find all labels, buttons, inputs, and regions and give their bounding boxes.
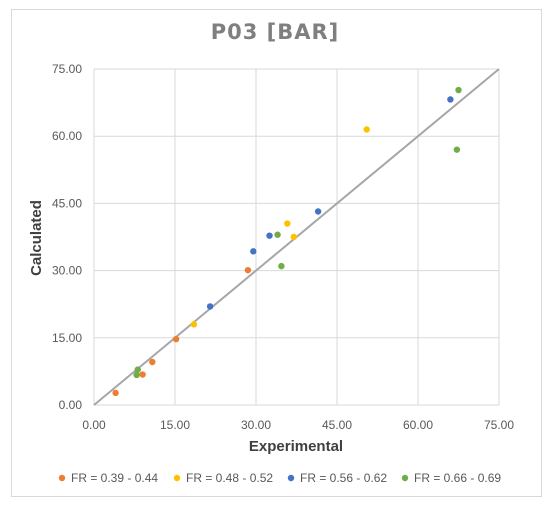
data-point-series-4 [278, 262, 285, 270]
data-point-series-3 [250, 248, 257, 255]
x-tick-label: 15.00 [160, 418, 190, 432]
x-tick-label: 60.00 [403, 418, 433, 432]
data-point-series-2 [190, 321, 198, 328]
legend-marker [173, 474, 181, 482]
x-axis-label: Experimental [249, 438, 343, 455]
y-tick-label: 45.00 [52, 196, 82, 210]
legend-label: FR = 0.39 - 0.44 [71, 471, 158, 485]
data-point-series-4 [134, 366, 141, 373]
y-tick-label: 30.00 [52, 264, 82, 278]
legend-label: FR = 0.56 - 0.62 [300, 471, 387, 485]
y-tick-label: 15.00 [52, 331, 82, 345]
data-point-series-3 [447, 96, 454, 103]
x-tick-label: 45.00 [322, 418, 352, 432]
data-point-series-3 [206, 303, 214, 310]
chart-title: P03 [BAR] [211, 20, 340, 44]
data-point-series-1 [112, 389, 119, 397]
legend-label: FR = 0.66 - 0.69 [414, 471, 501, 485]
data-points [112, 86, 462, 397]
legend: FR = 0.39 - 0.44 FR = 0.48 - 0.52 FR = 0.5… [58, 471, 501, 485]
x-tick-labels: 0.00 15.00 30.00 45.00 60.00 75.00 [82, 418, 514, 432]
data-point-series-4 [455, 86, 462, 94]
data-point-series-1 [149, 358, 156, 366]
data-point-series-1 [172, 335, 180, 343]
data-point-series-1 [244, 266, 252, 274]
y-axis-label: Calculated [28, 200, 45, 276]
data-point-series-2 [284, 220, 291, 227]
x-tick-label: 30.00 [241, 418, 271, 432]
x-tick-label: 75.00 [484, 418, 514, 432]
y-tick-label: 75.00 [52, 62, 82, 76]
legend-label: FR = 0.48 - 0.52 [186, 471, 273, 485]
data-point-series-1 [139, 371, 146, 378]
grid-lines [93, 68, 500, 406]
y-tick-labels: 0.00 15.00 30.00 45.00 60.00 75.00 [52, 62, 82, 412]
data-point-series-4 [453, 146, 461, 153]
y-tick-label: 60.00 [52, 129, 82, 143]
legend-marker [58, 474, 66, 482]
legend-marker [287, 474, 295, 482]
legend-marker [401, 474, 409, 482]
x-tick-label: 0.00 [82, 418, 106, 432]
data-point-series-2 [363, 126, 370, 133]
data-point-series-3 [266, 232, 273, 239]
data-point-series-4 [133, 371, 140, 379]
data-point-series-4 [274, 231, 281, 238]
y-tick-label: 0.00 [59, 398, 83, 412]
data-point-series-2 [290, 233, 297, 241]
data-point-series-3 [314, 208, 322, 215]
